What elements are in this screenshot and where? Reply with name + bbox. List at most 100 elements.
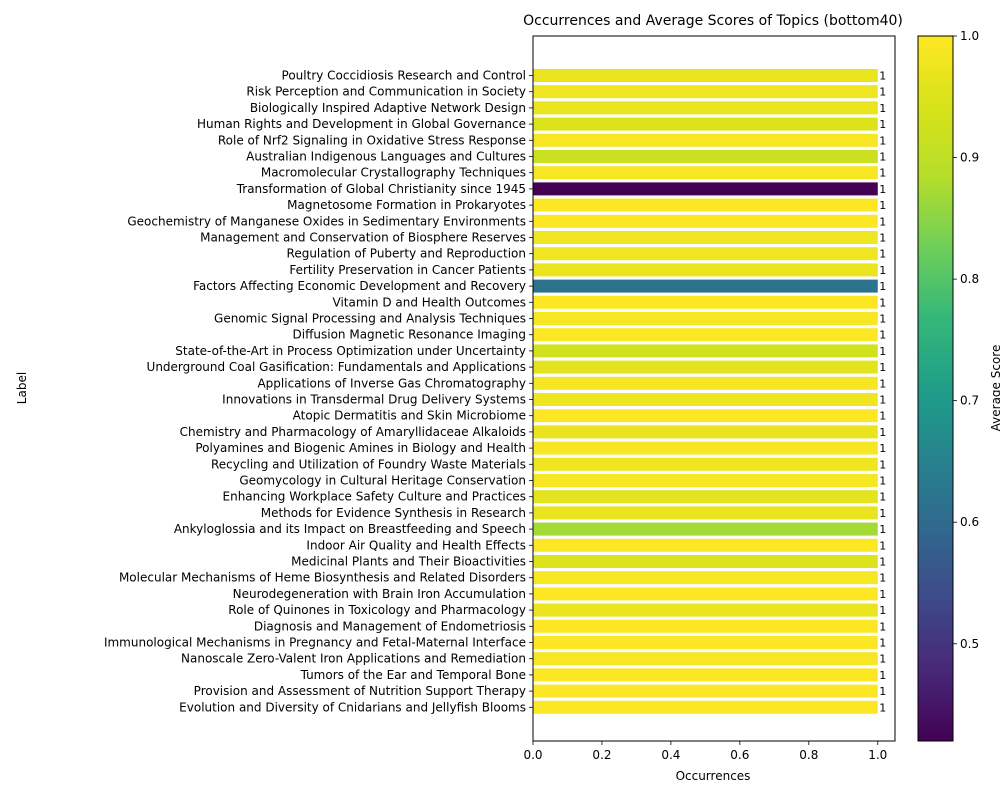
colorbar-tick-label: 0.5 xyxy=(960,637,979,651)
bar xyxy=(533,101,878,115)
bar-value-label: 1 xyxy=(879,491,886,504)
bar-value-label: 1 xyxy=(879,523,886,536)
chart-title: Occurrences and Average Scores of Topics… xyxy=(523,13,903,29)
bar-value-label: 1 xyxy=(879,377,886,390)
bar xyxy=(533,360,878,374)
y-tick-label: Methods for Evidence Synthesis in Resear… xyxy=(261,506,526,520)
bar-value-label: 1 xyxy=(879,442,886,455)
y-tick-label: Provision and Assessment of Nutrition Su… xyxy=(194,684,526,698)
bar xyxy=(533,555,878,568)
bar xyxy=(533,441,878,455)
bar xyxy=(533,133,878,147)
bar-value-label: 1 xyxy=(879,426,886,439)
bar xyxy=(533,668,878,682)
bar-value-label: 1 xyxy=(879,215,886,228)
bar xyxy=(533,231,878,244)
bar xyxy=(533,409,878,423)
bar-value-label: 1 xyxy=(879,329,886,342)
y-tick-label: Ankyloglossia and its Impact on Breastfe… xyxy=(174,522,526,536)
x-axis: 0.0 0.2 0.4 0.6 0.8 1.0 xyxy=(523,741,887,762)
colorbar-tick-label: 1.0 xyxy=(960,29,979,43)
bar xyxy=(533,150,878,163)
x-tick-label: 1.0 xyxy=(868,748,887,762)
y-tick-label: Poultry Coccidiosis Research and Control xyxy=(282,69,526,83)
bar-value-label: 1 xyxy=(879,653,886,666)
bar-value-label: 1 xyxy=(879,604,886,617)
y-tick-label: Nanoscale Zero-Valent Iron Applications … xyxy=(181,652,526,666)
bar-value-label: 1 xyxy=(879,620,886,633)
bar xyxy=(533,376,878,390)
x-tick-label: 0.6 xyxy=(730,748,749,762)
bar-value-label: 1 xyxy=(879,199,886,212)
bar-value-label: 1 xyxy=(879,507,886,520)
y-tick-label: Diffusion Magnetic Resonance Imaging xyxy=(293,328,526,342)
colorbar: 0.5 0.6 0.7 0.8 0.9 1.0 xyxy=(917,29,979,742)
y-tick-label: Human Rights and Development in Global G… xyxy=(197,117,526,131)
bar-value-label: 1 xyxy=(879,248,886,261)
colorbar-label: Average Score xyxy=(989,345,1000,432)
bar-value-label: 1 xyxy=(879,232,886,245)
bar xyxy=(533,490,878,504)
bar-value-label: 1 xyxy=(879,556,886,569)
bar-value-label: 1 xyxy=(879,394,886,407)
y-tick-label: Evolution and Diversity of Cnidarians an… xyxy=(179,700,526,714)
bar-value-label: 1 xyxy=(879,345,886,358)
bar xyxy=(533,85,878,99)
bar-value-label: 1 xyxy=(879,701,886,714)
y-tick-label: Management and Conservation of Biosphere… xyxy=(200,231,526,245)
y-tick-label: Atopic Dermatitis and Skin Microbiome xyxy=(293,409,526,423)
y-tick-label: Transformation of Global Christianity si… xyxy=(236,182,526,196)
y-tick-label: Geomycology in Cultural Heritage Conserv… xyxy=(239,474,526,488)
y-tick-label: Biologically Inspired Adaptive Network D… xyxy=(250,101,526,115)
bar xyxy=(533,700,878,714)
y-tick-label: Macromolecular Crystallography Technique… xyxy=(261,166,526,180)
x-tick-label: 0.4 xyxy=(661,748,680,762)
bar xyxy=(533,619,878,633)
bar-value-label: 1 xyxy=(879,102,886,115)
y-tick-label: Medicinal Plants and Their Bioactivities xyxy=(291,555,526,569)
y-tick-label: Enhancing Workplace Safety Culture and P… xyxy=(223,490,526,504)
y-tick-label: Fertility Preservation in Cancer Patient… xyxy=(289,263,526,277)
colorbar-tick-label: 0.7 xyxy=(960,394,979,408)
bar xyxy=(533,393,878,406)
y-tick-labels: Poultry Coccidiosis Research and Control… xyxy=(104,69,533,714)
y-tick-label: Indoor Air Quality and Health Effects xyxy=(306,538,526,552)
bar xyxy=(533,312,878,325)
bar-value-label: 1 xyxy=(879,539,886,552)
bar-value-label: 1 xyxy=(879,313,886,326)
y-tick-label: Polyamines and Biogenic Amines in Biolog… xyxy=(195,441,526,455)
plot-frame xyxy=(532,35,896,742)
y-tick-label: Regulation of Puberty and Reproduction xyxy=(287,247,526,261)
bar xyxy=(533,247,878,261)
y-tick-label: State-of-the-Art in Process Optimization… xyxy=(175,344,526,358)
bar-value-label: 1 xyxy=(879,410,886,423)
bar-value-label: 1 xyxy=(879,637,886,650)
bar xyxy=(533,571,878,585)
bar xyxy=(533,425,878,439)
y-tick-label: Diagnosis and Management of Endometriosi… xyxy=(254,619,526,633)
y-tick-label: Applications of Inverse Gas Chromatograp… xyxy=(257,376,526,390)
bar xyxy=(533,522,878,536)
bar xyxy=(533,587,878,601)
bar xyxy=(533,684,878,698)
bar xyxy=(533,652,878,666)
bar-value-label: 1 xyxy=(879,572,886,585)
bar xyxy=(533,636,878,649)
bar xyxy=(533,214,878,228)
y-tick-label: Role of Quinones in Toxicology and Pharm… xyxy=(228,603,526,617)
bar xyxy=(533,198,878,212)
bar xyxy=(533,344,878,358)
bar xyxy=(533,69,878,82)
y-axis-label: Label xyxy=(15,372,29,404)
bar-value-label: 1 xyxy=(879,588,886,601)
y-tick-label: Recycling and Utilization of Foundry Was… xyxy=(211,457,526,471)
bar-value-label: 1 xyxy=(879,167,886,180)
bar xyxy=(533,295,878,309)
y-tick-label: Geochemistry of Manganese Oxides in Sedi… xyxy=(127,214,526,228)
bar xyxy=(533,117,878,131)
bar-value-label: 1 xyxy=(879,296,886,309)
bar-value-label: 1 xyxy=(879,118,886,131)
bar-value-label: 1 xyxy=(879,70,886,83)
